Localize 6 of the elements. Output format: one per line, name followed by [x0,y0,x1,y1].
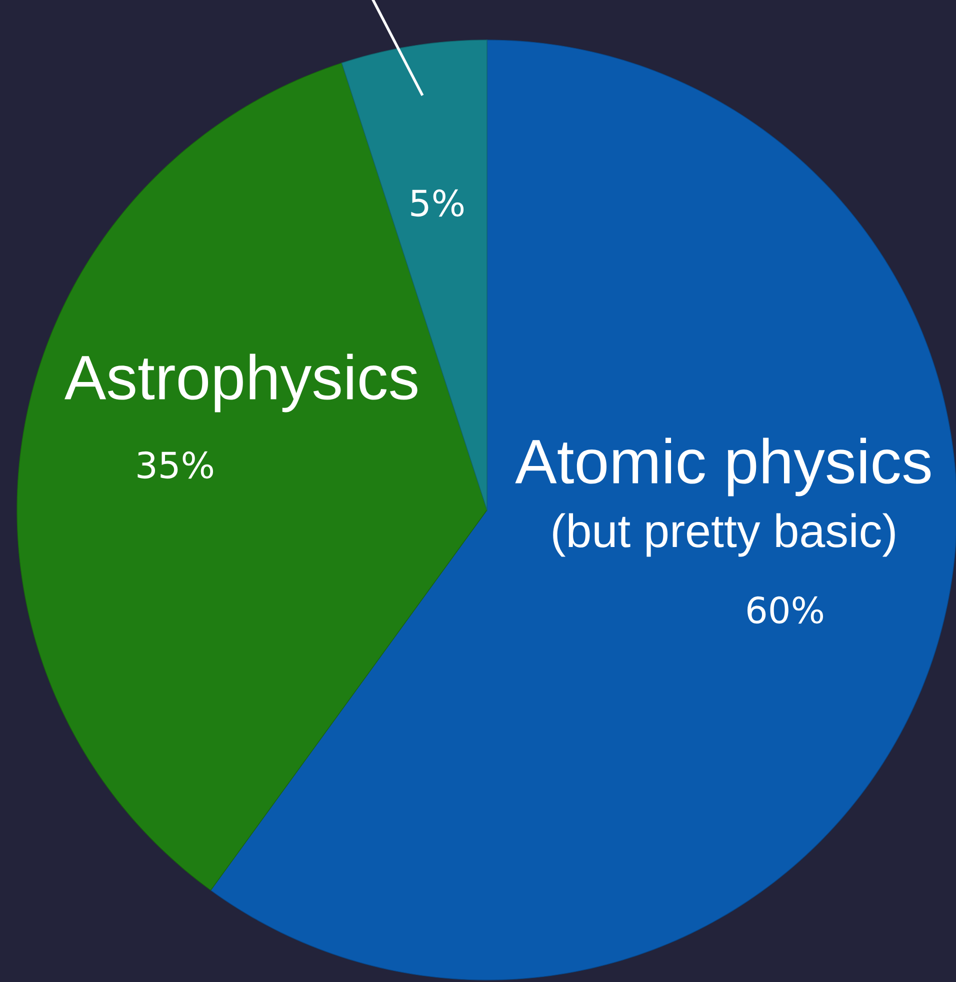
data-label: 60% [748,596,824,624]
slice-label: Atomic physics [515,438,931,496]
data-label: 5% [411,189,464,217]
text: (but pretty basic) [553,513,895,557]
slice-label: Astrophysics [64,354,418,412]
data-label: 35% [138,451,214,479]
